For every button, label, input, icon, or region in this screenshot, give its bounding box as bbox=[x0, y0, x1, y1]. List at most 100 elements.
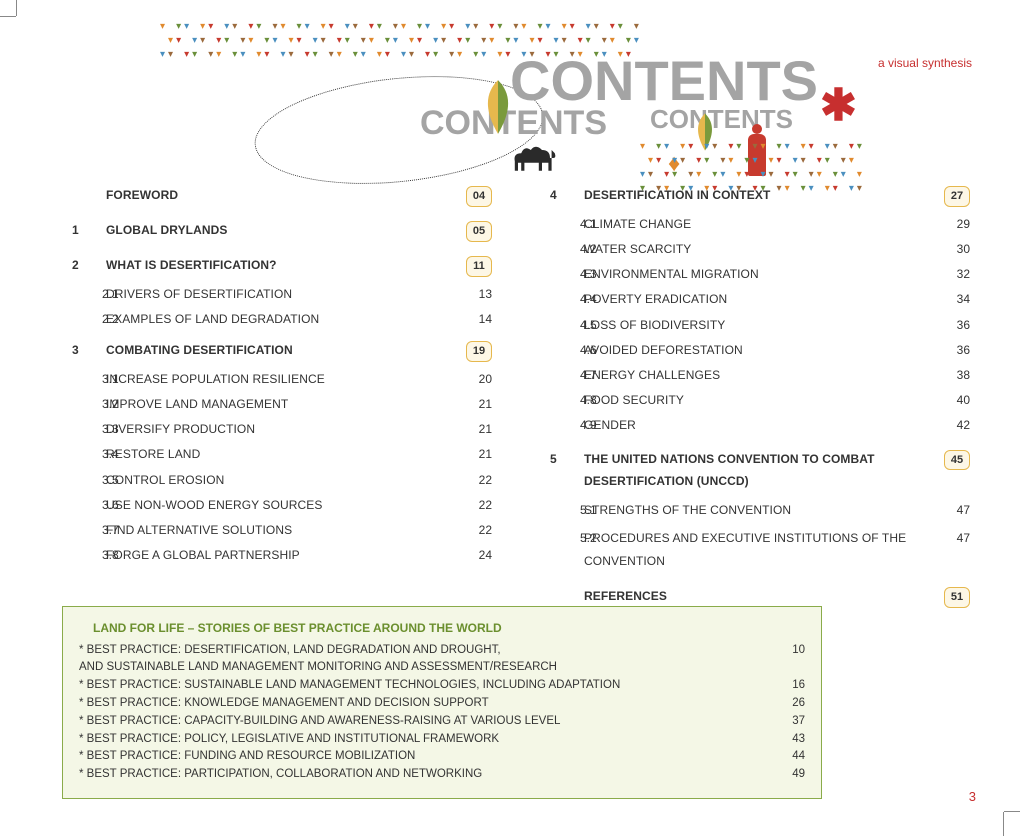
toc-chapter-row: 1GLOBAL DRYLANDS 05 bbox=[72, 221, 492, 242]
best-practice-text: * BEST PRACTICE: PARTICIPATION, COLLABOR… bbox=[79, 766, 745, 784]
toc-number: 3.4 bbox=[72, 446, 106, 462]
toc-title: INCREASE POPULATION RESILIENCE bbox=[106, 371, 448, 387]
asterisk-icon: ✱ bbox=[820, 80, 857, 131]
camel-icon bbox=[510, 138, 558, 178]
toc-page: 21 bbox=[448, 396, 492, 412]
toc-page: 14 bbox=[448, 311, 492, 327]
toc-title: FOOD SECURITY bbox=[584, 392, 926, 408]
toc-columns: FOREWORD041GLOBAL DRYLANDS052WHAT IS DES… bbox=[72, 186, 970, 617]
page-badge: 45 bbox=[944, 450, 970, 471]
best-practice-row: * BEST PRACTICE: CAPACITY-BUILDING AND A… bbox=[79, 713, 805, 731]
toc-title: CONTROL EROSION bbox=[106, 472, 448, 488]
best-practice-text: * BEST PRACTICE: KNOWLEDGE MANAGEMENT AN… bbox=[79, 695, 745, 713]
toc-title: USE NON-WOOD ENERGY SOURCES bbox=[106, 497, 448, 513]
page-badge: 27 bbox=[944, 186, 970, 207]
toc-number: 3.8 bbox=[72, 547, 106, 563]
toc-title: REFERENCES bbox=[584, 588, 926, 604]
toc-title: WATER SCARCITY bbox=[584, 241, 926, 257]
toc-sub-row: 5.2PROCEDURES AND EXECUTIVE INSTITUTIONS… bbox=[550, 527, 970, 573]
toc-title: FOREWORD bbox=[106, 187, 448, 203]
toc-page: 21 bbox=[448, 446, 492, 462]
toc-page: 27 bbox=[926, 186, 970, 207]
toc-number: 3.6 bbox=[72, 497, 106, 513]
toc-title: THE UNITED NATIONS CONVENTION TO COMBAT … bbox=[584, 448, 926, 494]
page-badge: 51 bbox=[944, 587, 970, 608]
toc-page: 47 bbox=[926, 502, 970, 518]
toc-sub-row: 4.1CLIMATE CHANGE29 bbox=[550, 216, 970, 232]
toc-page: 22 bbox=[448, 497, 492, 513]
best-practice-text: * BEST PRACTICE: DESERTIFICATION, LAND D… bbox=[79, 642, 745, 678]
best-practice-page: 43 bbox=[745, 731, 805, 749]
toc-number: 3 bbox=[72, 342, 106, 358]
page-badge: 11 bbox=[466, 256, 492, 277]
toc-page: 51 bbox=[926, 587, 970, 608]
toc-number: 4.9 bbox=[550, 417, 584, 433]
toc-sub-row: 4.3ENVIRONMENTAL MIGRATION32 bbox=[550, 266, 970, 282]
toc-title: DESERTIFICATION IN CONTEXT bbox=[584, 187, 926, 203]
best-practice-row: * BEST PRACTICE: SUSTAINABLE LAND MANAGE… bbox=[79, 677, 805, 695]
toc-sub-row: 3.6USE NON-WOOD ENERGY SOURCES22 bbox=[72, 497, 492, 513]
toc-page: 29 bbox=[926, 216, 970, 232]
toc-sub-row: 4.7ENERGY CHALLENGES38 bbox=[550, 367, 970, 383]
toc-number: 1 bbox=[72, 222, 106, 238]
leaf-icon bbox=[476, 78, 520, 136]
best-practice-text: * BEST PRACTICE: CAPACITY-BUILDING AND A… bbox=[79, 713, 745, 731]
toc-number: 4.8 bbox=[550, 392, 584, 408]
toc-title: ENERGY CHALLENGES bbox=[584, 367, 926, 383]
toc-sub-row: 4.2WATER SCARCITY30 bbox=[550, 241, 970, 257]
toc-title: COMBATING DESERTIFICATION bbox=[106, 342, 448, 358]
page-badge: 05 bbox=[466, 221, 492, 242]
toc-page: 11 bbox=[448, 256, 492, 277]
toc-sub-row: 4.6AVOIDED DEFORESTATION36 bbox=[550, 342, 970, 358]
toc-page: 19 bbox=[448, 341, 492, 362]
toc-page: 32 bbox=[926, 266, 970, 282]
header-illustration: ▾▾▾▾▾▾▾▾▾▾▾▾▾▾▾▾▾▾▾▾▾▾▾▾▾▾▾▾▾▾▾▾▾▾▾▾▾▾▾▾… bbox=[120, 18, 800, 178]
toc-title: DIVERSIFY PRODUCTION bbox=[106, 421, 448, 437]
toc-page: 45 bbox=[926, 450, 970, 471]
toc-title: WHAT IS DESERTIFICATION? bbox=[106, 257, 448, 273]
toc-number: 5 bbox=[550, 451, 584, 467]
toc-title: AVOIDED DEFORESTATION bbox=[584, 342, 926, 358]
toc-sub-row: 3.2IMPROVE LAND MANAGEMENT21 bbox=[72, 396, 492, 412]
toc-page: 36 bbox=[926, 342, 970, 358]
toc-number: 3.5 bbox=[72, 472, 106, 488]
toc-left-column: FOREWORD041GLOBAL DRYLANDS052WHAT IS DES… bbox=[72, 186, 492, 617]
toc-page: 30 bbox=[926, 241, 970, 257]
crop-mark bbox=[16, 0, 17, 16]
toc-number: 4.4 bbox=[550, 291, 584, 307]
toc-title: FORGE A GLOBAL PARTNERSHIP bbox=[106, 547, 448, 563]
best-practice-row: * BEST PRACTICE: PARTICIPATION, COLLABOR… bbox=[79, 766, 805, 784]
toc-number: 4.7 bbox=[550, 367, 584, 383]
toc-page: 13 bbox=[448, 286, 492, 302]
page-badge: 04 bbox=[466, 186, 492, 207]
tagline: a visual synthesis bbox=[878, 56, 972, 70]
toc-sub-row: 4.4POVERTY ERADICATION34 bbox=[550, 291, 970, 307]
toc-page: 47 bbox=[926, 530, 970, 546]
toc-title: PROCEDURES AND EXECUTIVE INSTITUTIONS OF… bbox=[584, 527, 926, 573]
best-practice-page: 49 bbox=[745, 766, 805, 784]
toc-number: 4.6 bbox=[550, 342, 584, 358]
toc-page: 22 bbox=[448, 472, 492, 488]
toc-title: IMPROVE LAND MANAGEMENT bbox=[106, 396, 448, 412]
toc-chapter-row: 4DESERTIFICATION IN CONTEXT27 bbox=[550, 186, 970, 207]
toc-sub-row: 3.1INCREASE POPULATION RESILIENCE20 bbox=[72, 371, 492, 387]
toc-title: STRENGTHS OF THE CONVENTION bbox=[584, 502, 926, 518]
best-practice-text: * BEST PRACTICE: SUSTAINABLE LAND MANAGE… bbox=[79, 677, 745, 695]
toc-title: GLOBAL DRYLANDS bbox=[106, 222, 448, 238]
best-practice-row: * BEST PRACTICE: POLICY, LEGISLATIVE AND… bbox=[79, 731, 805, 749]
toc-sub-row: 3.8FORGE A GLOBAL PARTNERSHIP24 bbox=[72, 547, 492, 563]
best-practice-text: * BEST PRACTICE: FUNDING AND RESOURCE MO… bbox=[79, 748, 745, 766]
best-practice-row: * BEST PRACTICE: DESERTIFICATION, LAND D… bbox=[79, 642, 805, 678]
best-practice-page: 44 bbox=[745, 748, 805, 766]
toc-right-column: 4DESERTIFICATION IN CONTEXT274.1CLIMATE … bbox=[550, 186, 970, 617]
best-practice-row: * BEST PRACTICE: FUNDING AND RESOURCE MO… bbox=[79, 748, 805, 766]
best-practice-page: 37 bbox=[745, 713, 805, 731]
toc-number: 4.1 bbox=[550, 216, 584, 232]
toc-page: 04 bbox=[448, 186, 492, 207]
toc-chapter-row: 2WHAT IS DESERTIFICATION?11 bbox=[72, 256, 492, 277]
toc-title: POVERTY ERADICATION bbox=[584, 291, 926, 307]
toc-sub-row: 5.1STRENGTHS OF THE CONVENTION47 bbox=[550, 502, 970, 518]
crop-mark bbox=[1004, 811, 1020, 812]
toc-chapter-row: 5THE UNITED NATIONS CONVENTION TO COMBAT… bbox=[550, 448, 970, 494]
best-practice-row: * BEST PRACTICE: KNOWLEDGE MANAGEMENT AN… bbox=[79, 695, 805, 713]
